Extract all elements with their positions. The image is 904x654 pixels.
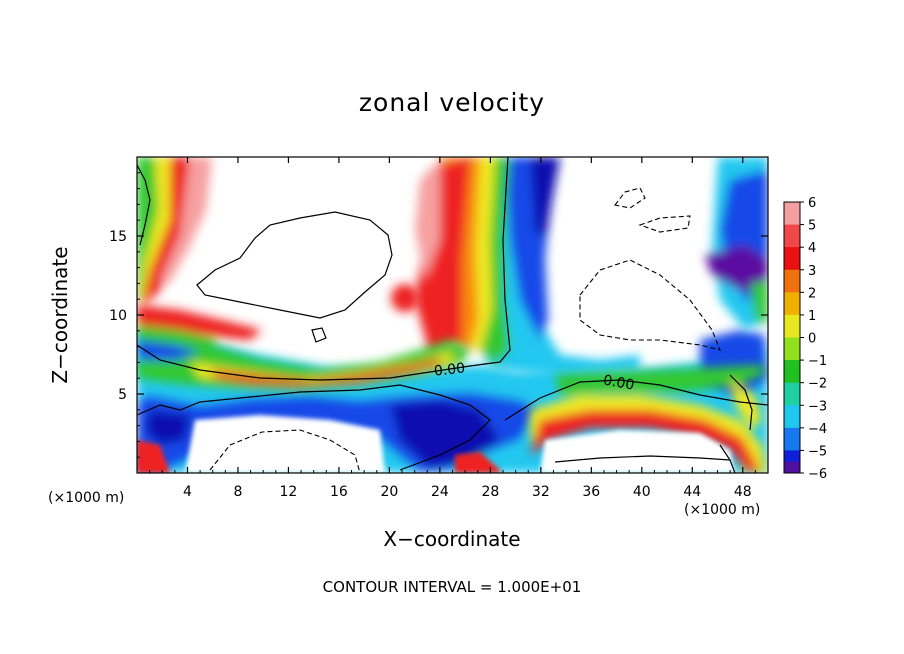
colorbar-label: −2: [808, 377, 827, 392]
colorbar-swatch: [784, 314, 800, 338]
colorbar-swatch: [784, 292, 800, 316]
colorbar-swatch: [784, 224, 800, 248]
contour-lines: [137, 157, 768, 473]
velocity-field: [137, 157, 768, 473]
colorbar-label: 1: [808, 309, 816, 324]
colorbar-label: 5: [808, 219, 816, 234]
colorbar-swatch: [784, 337, 800, 361]
y-tick-label: 5: [118, 387, 127, 403]
x-tick-label: 8: [233, 484, 242, 500]
x-tick-label: 48: [734, 484, 752, 500]
colorbar-swatch: [784, 405, 800, 429]
colorbar-label: 6: [808, 196, 816, 211]
contour-interval-note: CONTOUR INTERVAL = 1.000E+01: [322, 578, 582, 596]
colorbar-label: 2: [808, 286, 816, 301]
x-unit-label-left: (×1000 m): [48, 490, 125, 506]
colorbar-swatch: [784, 427, 800, 451]
colorbar-label: −3: [808, 399, 827, 414]
colorbar-swatch: [784, 461, 800, 473]
x-tick-label: 28: [481, 484, 499, 500]
y-axis-ticks: 5 10 15: [109, 172, 768, 458]
colorbar-label: −6: [808, 467, 827, 482]
colorbar-label: 4: [808, 241, 816, 256]
x-tick-label: 24: [431, 484, 449, 500]
x-tick-label: 16: [330, 484, 348, 500]
colorbar-label: −5: [808, 444, 827, 459]
x-tick-label: 12: [280, 484, 298, 500]
x-axis-label: X−coordinate: [383, 527, 521, 551]
contour-label: 0.00: [433, 360, 466, 379]
colorbar: 6 5 4 3 2 1 0 −1 −2 −3 −4 −5 −6: [783, 196, 827, 482]
colorbar-swatch: [784, 269, 800, 293]
colorbar-label: −4: [808, 422, 827, 437]
y-tick-label: 15: [109, 229, 127, 245]
x-unit-label-right: (×1000 m): [684, 502, 761, 518]
colorbar-label: 0: [808, 332, 816, 347]
y-tick-label: 10: [109, 308, 127, 324]
colorbar-swatch: [784, 247, 800, 271]
colorbar-label: 3: [808, 264, 816, 279]
x-tick-label: 36: [582, 484, 600, 500]
x-tick-label: 40: [633, 484, 651, 500]
negative-contour-lines: [209, 187, 721, 473]
x-tick-label: 20: [380, 484, 398, 500]
x-tick-label: 44: [683, 484, 701, 500]
x-tick-label: 32: [532, 484, 550, 500]
chart-title: zonal velocity: [358, 88, 546, 117]
x-axis-ticks: 4 8 12 16 20 24 28 32 36 40 44 48: [149, 157, 756, 500]
colorbar-swatch: [784, 360, 800, 384]
colorbar-swatch: [784, 202, 800, 226]
colorbar-label: −1: [808, 354, 827, 369]
x-tick-label: 4: [183, 484, 192, 500]
contour-labels: 0.00 0.00: [433, 360, 635, 393]
contour-label: 0.00: [602, 372, 635, 393]
colorbar-swatch: [784, 382, 800, 406]
